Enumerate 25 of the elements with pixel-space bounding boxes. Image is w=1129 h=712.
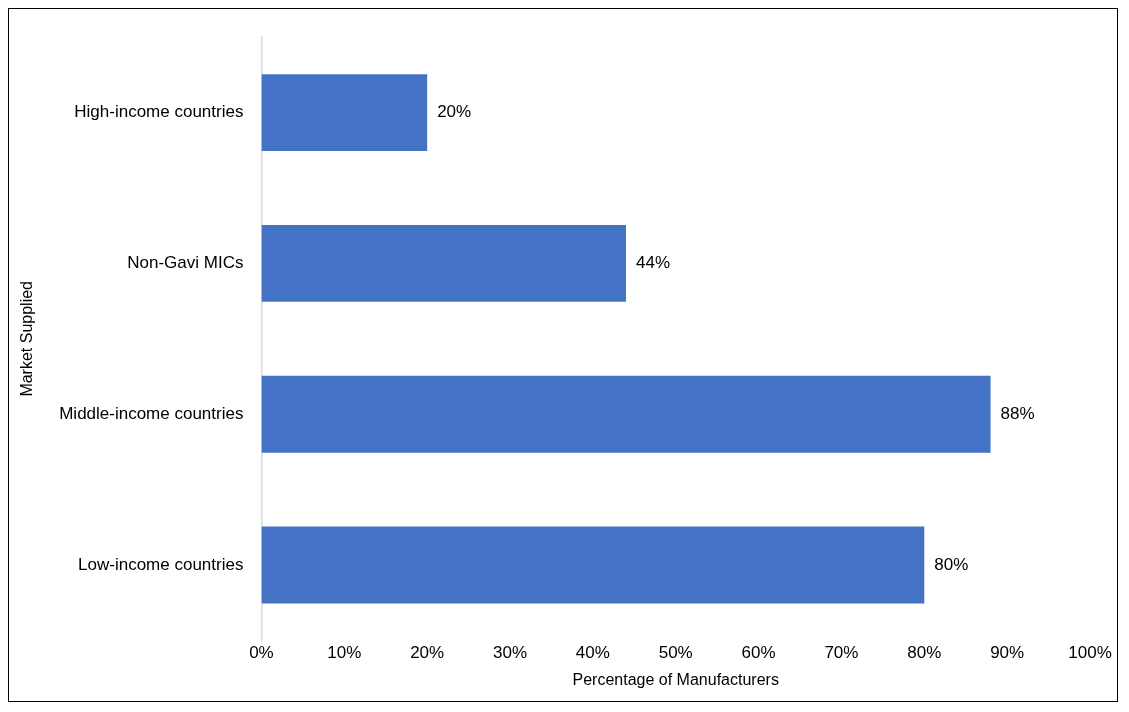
data-label: 44%	[636, 253, 671, 273]
x-tick-label: 60%	[741, 643, 776, 663]
data-label: 20%	[437, 102, 472, 122]
bar	[261, 375, 991, 453]
x-tick-label: 10%	[327, 643, 362, 663]
x-tick-label: 100%	[1068, 643, 1112, 663]
x-tick-label: 70%	[824, 643, 859, 663]
x-tick-label: 50%	[658, 643, 693, 663]
y-tick-label: Non-Gavi MICs	[127, 253, 244, 273]
x-tick-label: 40%	[575, 643, 610, 663]
data-label: 88%	[1000, 403, 1035, 423]
y-axis-title: Market Supplied	[18, 280, 36, 397]
y-tick-label: Middle-income countries	[59, 403, 244, 423]
x-tick-label: 80%	[907, 643, 942, 663]
y-tick-label: Low-income countries	[78, 554, 244, 574]
data-label: 80%	[934, 554, 969, 574]
x-tick-label: 30%	[493, 643, 528, 663]
bar	[261, 526, 925, 604]
y-tick-label: High-income countries	[74, 102, 244, 122]
x-tick-label: 90%	[990, 643, 1025, 663]
bar	[261, 74, 428, 152]
x-axis-title: Percentage of Manufacturers	[572, 670, 779, 688]
bar	[261, 224, 627, 302]
x-tick-label: 0%	[249, 643, 274, 663]
x-tick-label: 20%	[410, 643, 445, 663]
